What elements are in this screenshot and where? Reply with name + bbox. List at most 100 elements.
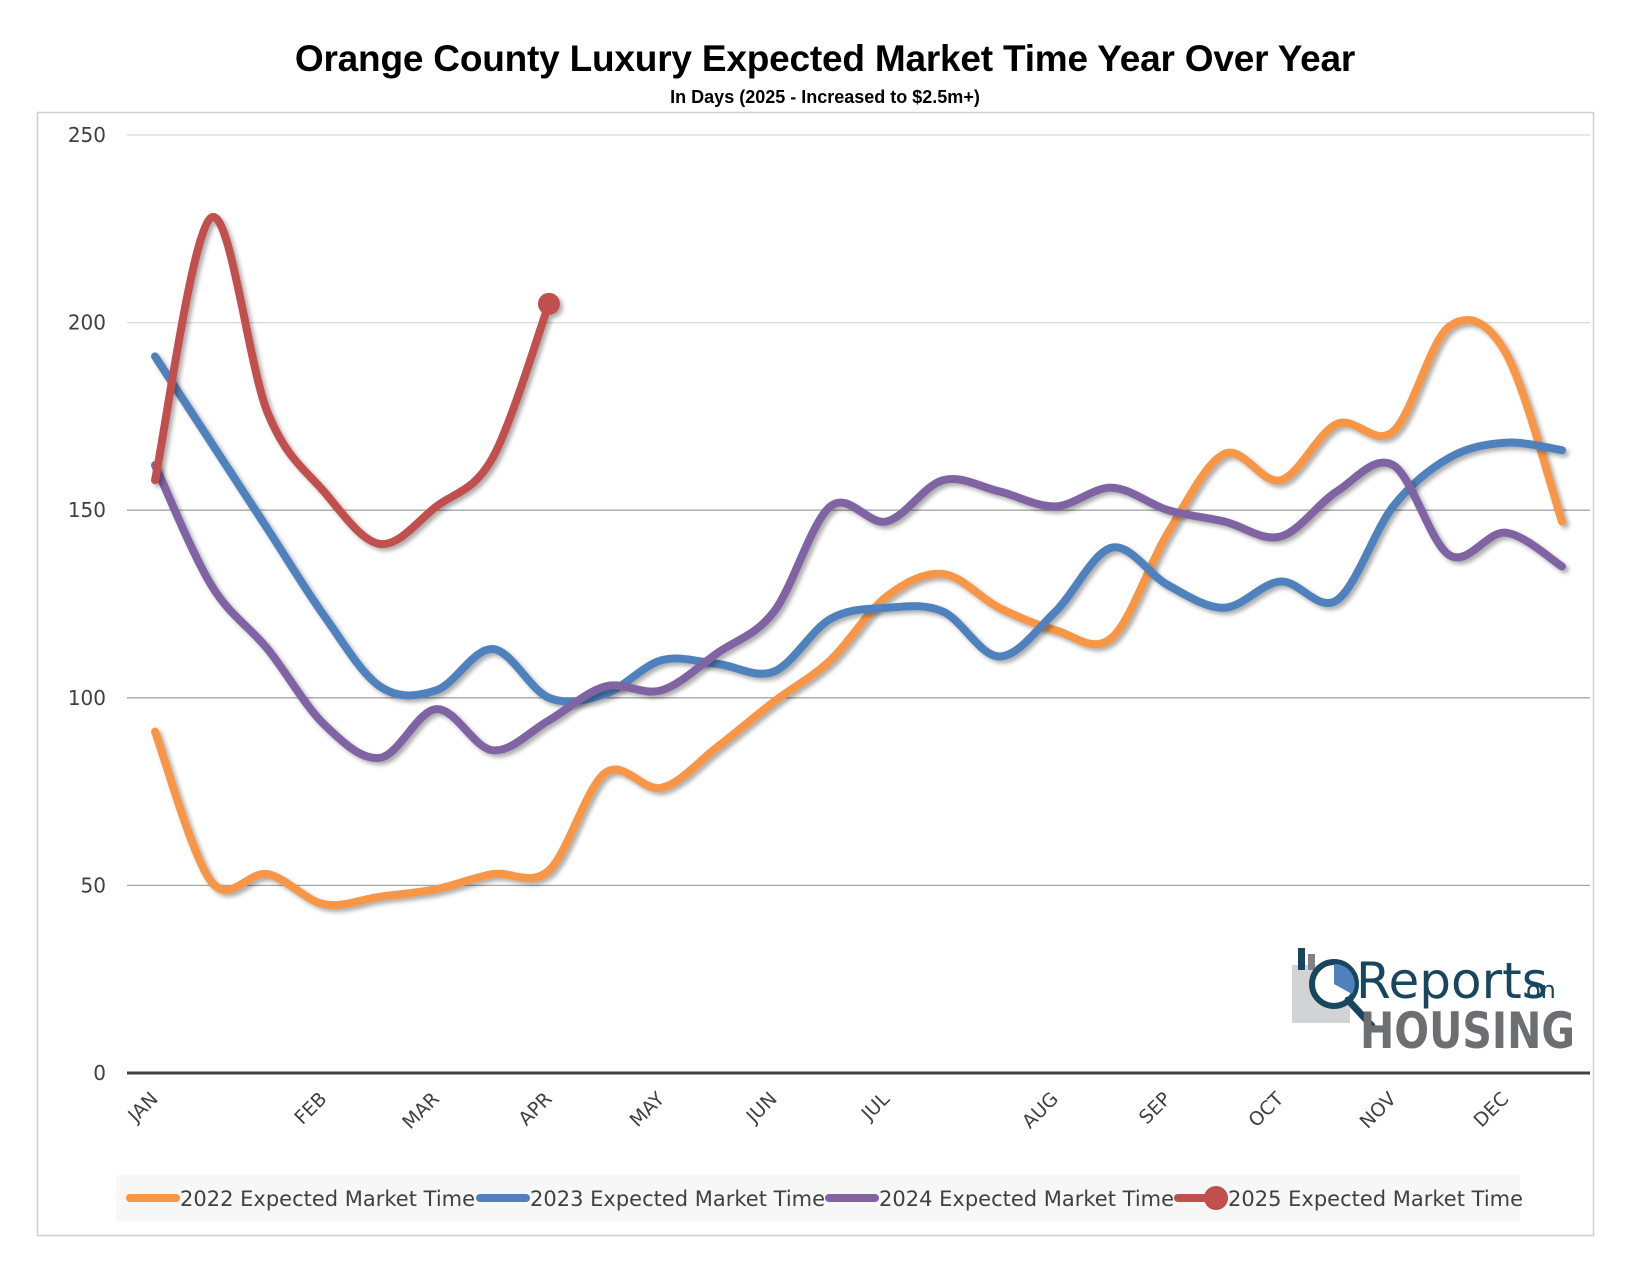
data-point (1560, 448, 1564, 452)
y-axis-ticks: 0 50 100 150 200 250 (68, 123, 106, 1085)
data-point (1504, 351, 1508, 355)
data-point (491, 456, 495, 460)
data-point (603, 771, 607, 775)
series-2025 (151, 213, 560, 549)
series-2023 (151, 352, 1566, 706)
data-point (1335, 489, 1339, 493)
series-line (151, 352, 1566, 706)
data-point (716, 662, 720, 666)
legend-label: 2023 Expected Market Time (530, 1187, 825, 1211)
series-line (151, 458, 1566, 762)
data-point (1560, 519, 1564, 523)
legend-item: 2022 Expected Market Time (126, 1187, 475, 1211)
data-point (1053, 504, 1057, 508)
data-point (660, 658, 664, 662)
data-point (266, 647, 270, 651)
data-point (153, 478, 157, 482)
data-point (941, 478, 945, 482)
data-point (772, 700, 776, 704)
data-point (547, 696, 551, 700)
data-point (434, 887, 438, 891)
data-point (828, 658, 832, 662)
data-point (603, 692, 607, 696)
data-point (660, 688, 664, 692)
logo-reports-text: Reports (1356, 952, 1548, 1010)
data-point (1110, 546, 1114, 550)
data-point (322, 613, 326, 617)
series-layer (151, 213, 1566, 910)
data-point (322, 722, 326, 726)
data-point (1279, 478, 1283, 482)
data-point (997, 655, 1001, 659)
series-2024 (151, 458, 1566, 762)
data-point (828, 617, 832, 621)
data-point (434, 504, 438, 508)
data-point (378, 542, 382, 546)
data-point (209, 583, 213, 587)
data-point (547, 868, 551, 872)
data-point (1222, 519, 1226, 523)
chart-title: Orange County Luxury Expected Market Tim… (294, 38, 1356, 79)
data-point (1447, 553, 1451, 557)
data-point (941, 610, 945, 614)
data-point (1166, 508, 1170, 512)
data-point (266, 872, 270, 876)
data-point (434, 707, 438, 711)
chart-subtitle: In Days (2025 - Increased to $2.5m+) (670, 87, 980, 107)
data-point (1166, 531, 1170, 535)
data-point (1222, 606, 1226, 610)
data-point (1110, 636, 1114, 640)
data-point (322, 489, 326, 493)
data-point (1560, 564, 1564, 568)
data-point (772, 670, 776, 674)
data-point (716, 745, 720, 749)
data-point (660, 786, 664, 790)
data-point (1447, 324, 1451, 328)
data-point (266, 411, 270, 415)
series-line (151, 316, 1566, 910)
data-point (1391, 463, 1395, 467)
data-point (1053, 628, 1057, 632)
data-point (378, 756, 382, 760)
data-point (491, 872, 495, 876)
data-point (885, 519, 889, 523)
data-point (1391, 504, 1395, 508)
logo-housing-text: HOUSING (1360, 1002, 1575, 1060)
legend-item: 2023 Expected Market Time (476, 1187, 825, 1211)
reports-on-housing-logo: Reports on HOUSING (1292, 948, 1575, 1060)
data-point (1335, 598, 1339, 602)
legend-label: 2025 Expected Market Time (1228, 1187, 1523, 1211)
data-point (603, 685, 607, 689)
data-point (885, 594, 889, 598)
data-point (378, 895, 382, 899)
series-2022 (151, 316, 1566, 910)
data-point (885, 606, 889, 610)
data-point (716, 651, 720, 655)
legend-item: 2025 Expected Market Time (1174, 1186, 1523, 1211)
legend-background (116, 1175, 1520, 1221)
data-point (1504, 531, 1508, 535)
data-point (1504, 441, 1508, 445)
data-point (322, 902, 326, 906)
logo-on-text: on (1526, 976, 1556, 1004)
data-point (1335, 422, 1339, 426)
y-tick-label: 0 (93, 1061, 106, 1085)
data-point (1391, 429, 1395, 433)
data-point (491, 748, 495, 752)
legend-item: 2024 Expected Market Time (825, 1187, 1174, 1211)
data-point (209, 216, 213, 220)
legend-marker (1204, 1186, 1228, 1210)
data-point (209, 880, 213, 884)
data-point (378, 685, 382, 689)
data-point (1279, 534, 1283, 538)
data-point (997, 606, 1001, 610)
data-point (1110, 486, 1114, 490)
legend-label: 2022 Expected Market Time (180, 1187, 475, 1211)
y-tick-label: 200 (68, 311, 106, 335)
data-point (266, 527, 270, 531)
last-point-marker (537, 292, 560, 315)
magnifier-chart-icon (1292, 948, 1376, 1030)
data-point (941, 572, 945, 576)
data-point (209, 441, 213, 445)
